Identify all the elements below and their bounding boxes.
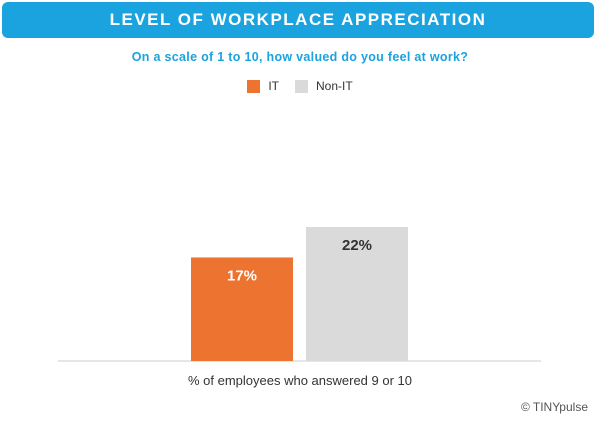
source-credit: © TINYpulse	[521, 400, 588, 414]
legend-label-it: IT	[268, 79, 279, 93]
legend-item-non-it: Non-IT	[294, 79, 353, 93]
legend-swatch-it	[247, 79, 261, 93]
chart-title-bar: LEVEL OF WORKPLACE APPRECIATION	[2, 2, 594, 38]
bar-label-non-it: 22%	[342, 237, 372, 254]
chart-title: LEVEL OF WORKPLACE APPRECIATION	[109, 10, 487, 29]
legend-swatch-non-it	[294, 79, 308, 93]
legend-label-non-it: Non-IT	[315, 79, 353, 93]
chart-subtitle: On a scale of 1 to 10, how valued do you…	[131, 50, 469, 64]
bar-it	[191, 257, 293, 361]
legend-item-it: IT	[247, 79, 279, 93]
credit-text: TINYpulse	[532, 400, 588, 414]
chart-legend: IT Non-IT	[0, 79, 600, 93]
bar-label-it: 17%	[227, 267, 257, 284]
bar-non-it	[306, 227, 408, 361]
x-axis-label: % of employees who answered 9 or 10	[187, 373, 412, 388]
copyright-icon: ©	[521, 400, 530, 414]
